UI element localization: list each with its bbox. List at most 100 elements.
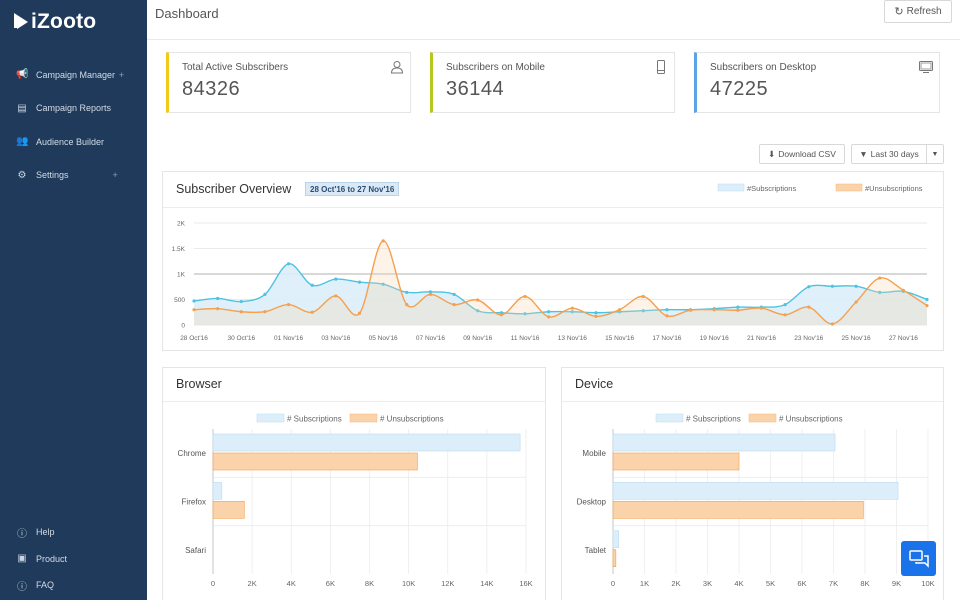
- stat-label: Total Active Subscribers: [182, 62, 289, 73]
- subscriptions-point: [641, 309, 645, 313]
- filter-icon: ▼: [859, 149, 868, 159]
- y-tick-label: 500: [174, 297, 185, 304]
- sidebar-item-label: Settings: [36, 170, 69, 181]
- unsubscriptions-point: [830, 322, 835, 326]
- megaphone-icon: 📢: [16, 69, 29, 81]
- unsubscriptions-point: [594, 314, 598, 318]
- subscriptions-point: [807, 285, 811, 289]
- x-tick-label: 8K: [365, 579, 374, 588]
- subscriptions-point: [405, 290, 409, 294]
- sidebar-item-label: Product: [36, 553, 68, 564]
- x-tick-label: 4K: [734, 579, 743, 588]
- caret-down-icon: ▼: [931, 150, 939, 158]
- sidebar-item-faq[interactable]: ⓘ FAQ: [0, 572, 147, 599]
- subscriptions-point: [263, 292, 267, 296]
- unsubscriptions-point: [854, 300, 858, 304]
- unsubscriptions-point: [901, 288, 905, 292]
- x-tick-label: 30 Oct'16: [227, 335, 255, 342]
- unsubscriptions-point: [452, 303, 456, 307]
- subscriptions-point: [665, 308, 669, 312]
- unsubscriptions-point: [357, 311, 362, 315]
- sidebar-item-help[interactable]: ⓘ Help: [0, 519, 147, 546]
- x-tick-label: 01 Nov'16: [274, 335, 303, 342]
- unsubscriptions-bar: [212, 452, 418, 471]
- users-icon: 👥: [16, 136, 29, 148]
- unsubscriptions-point: [665, 314, 669, 318]
- x-tick-label: 7K: [829, 579, 838, 588]
- subscriptions-point: [334, 277, 338, 281]
- panel-title: Subscriber Overview: [176, 182, 292, 196]
- legend-swatch: [256, 413, 285, 423]
- date-range-dropdown[interactable]: ▼: [926, 144, 944, 164]
- download-csv-button[interactable]: ⬇ Download CSV: [759, 144, 845, 164]
- legend-label: #Subscriptions: [747, 184, 796, 193]
- x-tick-label: 23 Nov'16: [794, 335, 823, 342]
- header: Dashboard ↻ Refresh: [147, 0, 960, 40]
- x-tick-label: 15 Nov'16: [605, 335, 634, 342]
- x-tick-label: 4K: [287, 579, 296, 588]
- x-tick-label: 6K: [797, 579, 806, 588]
- unsubscriptions-point: [263, 310, 267, 314]
- unsubscriptions-point: [192, 308, 196, 312]
- subscriptions-point: [239, 299, 243, 304]
- subscriptions-point: [452, 292, 456, 296]
- sidebar-item-audience-builder[interactable]: 👥 Audience Builder: [0, 125, 147, 159]
- subscriptions-point: [476, 309, 480, 313]
- legend-label: # Subscriptions: [287, 415, 342, 424]
- info-icon: ⓘ: [17, 528, 27, 540]
- x-tick-label: 3K: [703, 579, 712, 588]
- refresh-label: Refresh: [906, 6, 942, 17]
- unsubscriptions-point: [878, 276, 882, 280]
- unsubscriptions-bar: [612, 452, 740, 471]
- sidebar-item-label: Audience Builder: [36, 136, 105, 147]
- subscriptions-point: [192, 299, 196, 303]
- legend-swatch: [349, 413, 378, 423]
- sidebar-item-product[interactable]: ▣ Product: [0, 546, 147, 573]
- x-tick-label: 10K: [921, 579, 934, 588]
- y-tick-label: 2K: [177, 221, 186, 228]
- product-icon: ▣: [17, 553, 27, 565]
- unsubscriptions-point: [310, 310, 314, 314]
- stat-card-total: Total Active Subscribers 84326: [166, 52, 411, 113]
- category-label: Desktop: [577, 498, 607, 507]
- sidebar-item-campaign-manager[interactable]: 📢 Campaign Manager +: [0, 58, 147, 92]
- x-tick-label: 07 Nov'16: [416, 335, 445, 342]
- category-label: Mobile: [582, 449, 606, 458]
- sidebar-item-campaign-reports[interactable]: ▤ Campaign Reports: [0, 92, 147, 126]
- date-range-label: Last 30 days: [870, 149, 919, 159]
- unsubscriptions-point: [807, 305, 811, 309]
- x-tick-label: 05 Nov'16: [369, 335, 398, 342]
- sidebar: iZooto 📢 Campaign Manager + ▤ Campaign R…: [0, 0, 147, 600]
- subscriptions-point: [594, 311, 598, 315]
- date-range-button[interactable]: ▼ Last 30 days: [851, 144, 927, 164]
- subscriber-overview-chart: #Subscriptions #Unsubscriptions 0 500 1K 1.5K…: [172, 183, 929, 342]
- unsubscriptions-point: [523, 294, 527, 299]
- subscriptions-point: [878, 290, 882, 294]
- x-tick-label: 03 Nov'16: [321, 335, 350, 342]
- subscriptions-point: [310, 283, 314, 287]
- chat-icon: [908, 549, 929, 568]
- subscriptions-point: [286, 262, 291, 266]
- subscriptions-point: [428, 290, 433, 294]
- y-tick-label: 0: [181, 323, 185, 330]
- subscriptions-point: [381, 282, 385, 286]
- sidebar-nav: 📢 Campaign Manager + ▤ Campaign Reports …: [0, 58, 147, 192]
- x-tick-label: 8K: [860, 579, 869, 588]
- unsubscriptions-line: [193, 240, 928, 325]
- logo[interactable]: iZooto: [14, 10, 96, 34]
- legend-swatch: [717, 183, 745, 192]
- x-tick-label: 09 Nov'16: [463, 335, 492, 342]
- legend-swatch: [748, 413, 777, 423]
- unsubscriptions-area: [194, 240, 927, 325]
- chat-button[interactable]: [901, 541, 936, 576]
- refresh-button[interactable]: ↻ Refresh: [884, 0, 952, 23]
- unsubscriptions-point: [712, 308, 716, 312]
- x-tick-label: 0: [211, 579, 215, 588]
- x-tick-label: 2K: [248, 579, 257, 588]
- unsubscriptions-point: [286, 303, 291, 307]
- unsubscriptions-point: [381, 239, 385, 243]
- stat-card-desktop: Subscribers on Desktop 47225: [694, 52, 940, 113]
- stat-value: 36144: [446, 78, 505, 100]
- sidebar-item-settings[interactable]: ⚙ Settings +: [0, 159, 147, 193]
- legend-label: #Unsubscriptions: [865, 184, 923, 193]
